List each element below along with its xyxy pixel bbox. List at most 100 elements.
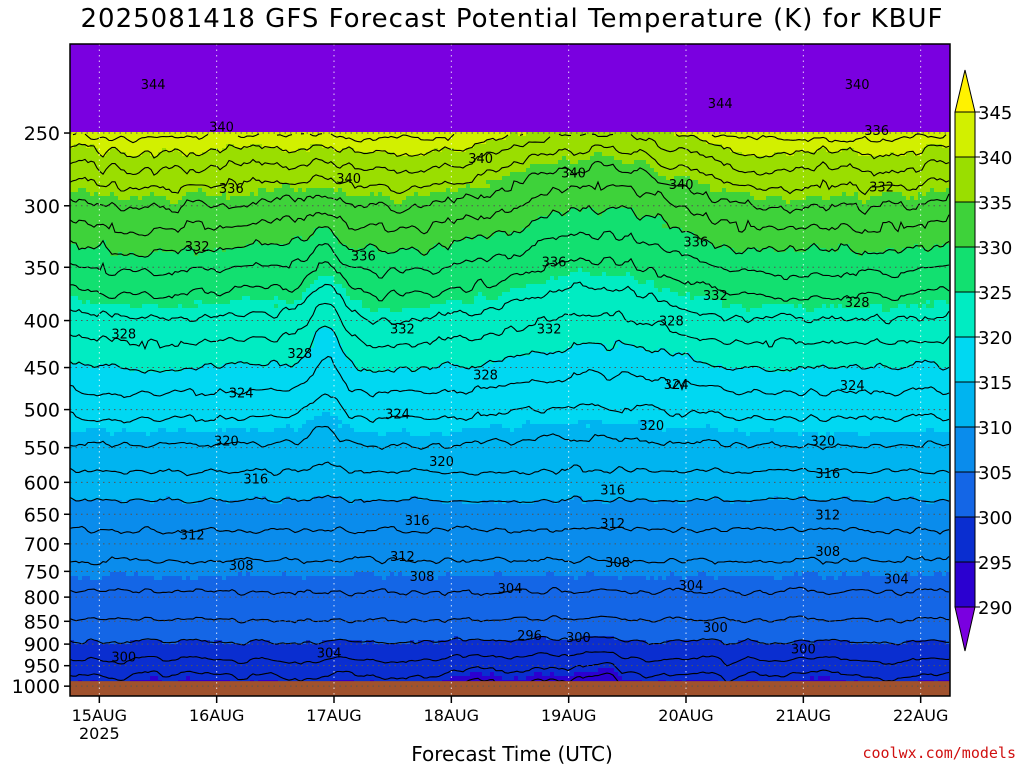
temperature-fill-cell [118,368,123,433]
temperature-fill-cell [74,132,79,145]
temperature-fill-cell [586,132,591,161]
temperature-fill-cell [646,424,651,429]
temperature-fill-cell [186,640,191,677]
temperature-fill-cell [78,432,83,501]
temperature-fill-cell [302,580,307,645]
temperature-fill-cell [838,304,843,369]
temperature-fill-cell [646,280,651,353]
temperature-fill-cell [374,152,379,197]
temperature-fill-cell [678,640,683,681]
temperature-fill-cell [94,132,99,149]
temperature-fill-cell [130,132,135,157]
temperature-fill-cell [390,500,395,573]
temperature-fill-cell [406,248,411,309]
temperature-fill-cell [202,640,207,681]
temperature-fill-cell [482,132,487,145]
temperature-fill-cell [322,640,327,685]
temperature-fill-cell [898,252,903,305]
temperature-fill-cell [70,576,75,641]
temperature-fill-cell [702,240,707,297]
temperature-fill-cell [506,500,511,577]
temperature-fill-cell [450,244,455,301]
temperature-fill-cell [802,200,807,253]
temperature-fill-cell [138,156,143,201]
temperature-fill-cell [710,576,715,641]
temperature-fill-cell [486,184,491,189]
temperature-fill-cell [162,644,167,685]
temperature-fill-cell [382,644,387,689]
temperature-fill-cell [582,208,587,273]
temperature-fill-cell [506,176,511,237]
temperature-fill-cell [78,144,83,189]
temperature-fill-cell [630,424,635,501]
temperature-fill-cell [442,304,447,365]
temperature-fill-cell [270,644,275,681]
temperature-fill-cell [338,44,343,133]
temperature-fill-cell [86,640,91,685]
temperature-fill-cell [914,244,919,305]
temperature-fill-cell [482,500,487,577]
temperature-fill-cell [666,576,671,641]
temperature-fill-cell [698,572,703,641]
contour-label: 308 [605,556,630,571]
temperature-fill-cell [494,140,499,181]
temperature-fill-cell [690,640,695,681]
temperature-fill-cell [790,576,795,645]
temperature-fill-cell [350,148,355,197]
temperature-fill-cell [402,428,407,501]
temperature-fill-cell [522,288,527,357]
temperature-fill-cell [830,640,835,681]
temperature-fill-cell [466,640,471,677]
temperature-fill-cell [534,44,539,133]
temperature-fill-cell [914,156,919,201]
temperature-fill-cell [318,328,323,417]
temperature-fill-cell [502,132,507,141]
temperature-fill-cell [714,496,719,581]
temperature-fill-cell [682,132,687,137]
temperature-fill-cell [850,500,855,577]
temperature-fill-cell [602,504,607,577]
temperature-fill-cell [942,500,947,577]
temperature-fill-cell [814,640,819,681]
temperature-fill-cell [702,428,707,501]
temperature-fill-cell [554,504,559,577]
temperature-fill-cell [750,640,755,681]
temperature-fill-cell [802,132,807,153]
y-tick-label: 500 [24,400,60,422]
temperature-fill-cell [338,420,343,425]
temperature-fill-cell [830,44,835,133]
temperature-fill-cell [370,152,375,193]
temperature-fill-cell [246,644,251,685]
temperature-fill-cell [650,216,655,281]
temperature-fill-cell [114,256,119,305]
temperature-fill-cell [902,132,907,157]
temperature-fill-cell [90,144,95,197]
temperature-fill-cell [730,248,735,305]
temperature-fill-cell [590,208,595,277]
temperature-fill-cell [858,500,863,577]
temperature-fill-cell [182,580,187,641]
temperature-fill-cell [694,360,699,429]
temperature-fill-cell [502,504,507,577]
temperature-fill-cell [226,644,231,681]
temperature-fill-cell [650,132,655,169]
temperature-fill-cell [782,372,787,433]
temperature-fill-cell [222,44,227,133]
temperature-fill-cell [418,44,423,133]
temperature-fill-cell [734,428,739,501]
temperature-fill-cell [666,44,671,133]
temperature-fill-cell [526,44,531,133]
temperature-fill-cell [246,572,251,645]
temperature-fill-cell [294,44,299,133]
temperature-fill-cell [790,156,795,201]
temperature-fill-cell [558,132,563,161]
temperature-fill-cell [522,424,527,505]
temperature-fill-cell [210,252,215,305]
temperature-fill-cell [786,500,791,577]
temperature-fill-cell [634,500,639,577]
temperature-fill-cell [638,220,643,285]
temperature-fill-cell [158,372,163,429]
temperature-fill-cell [238,500,243,573]
temperature-fill-cell [430,132,435,153]
temperature-fill-cell [250,44,255,133]
